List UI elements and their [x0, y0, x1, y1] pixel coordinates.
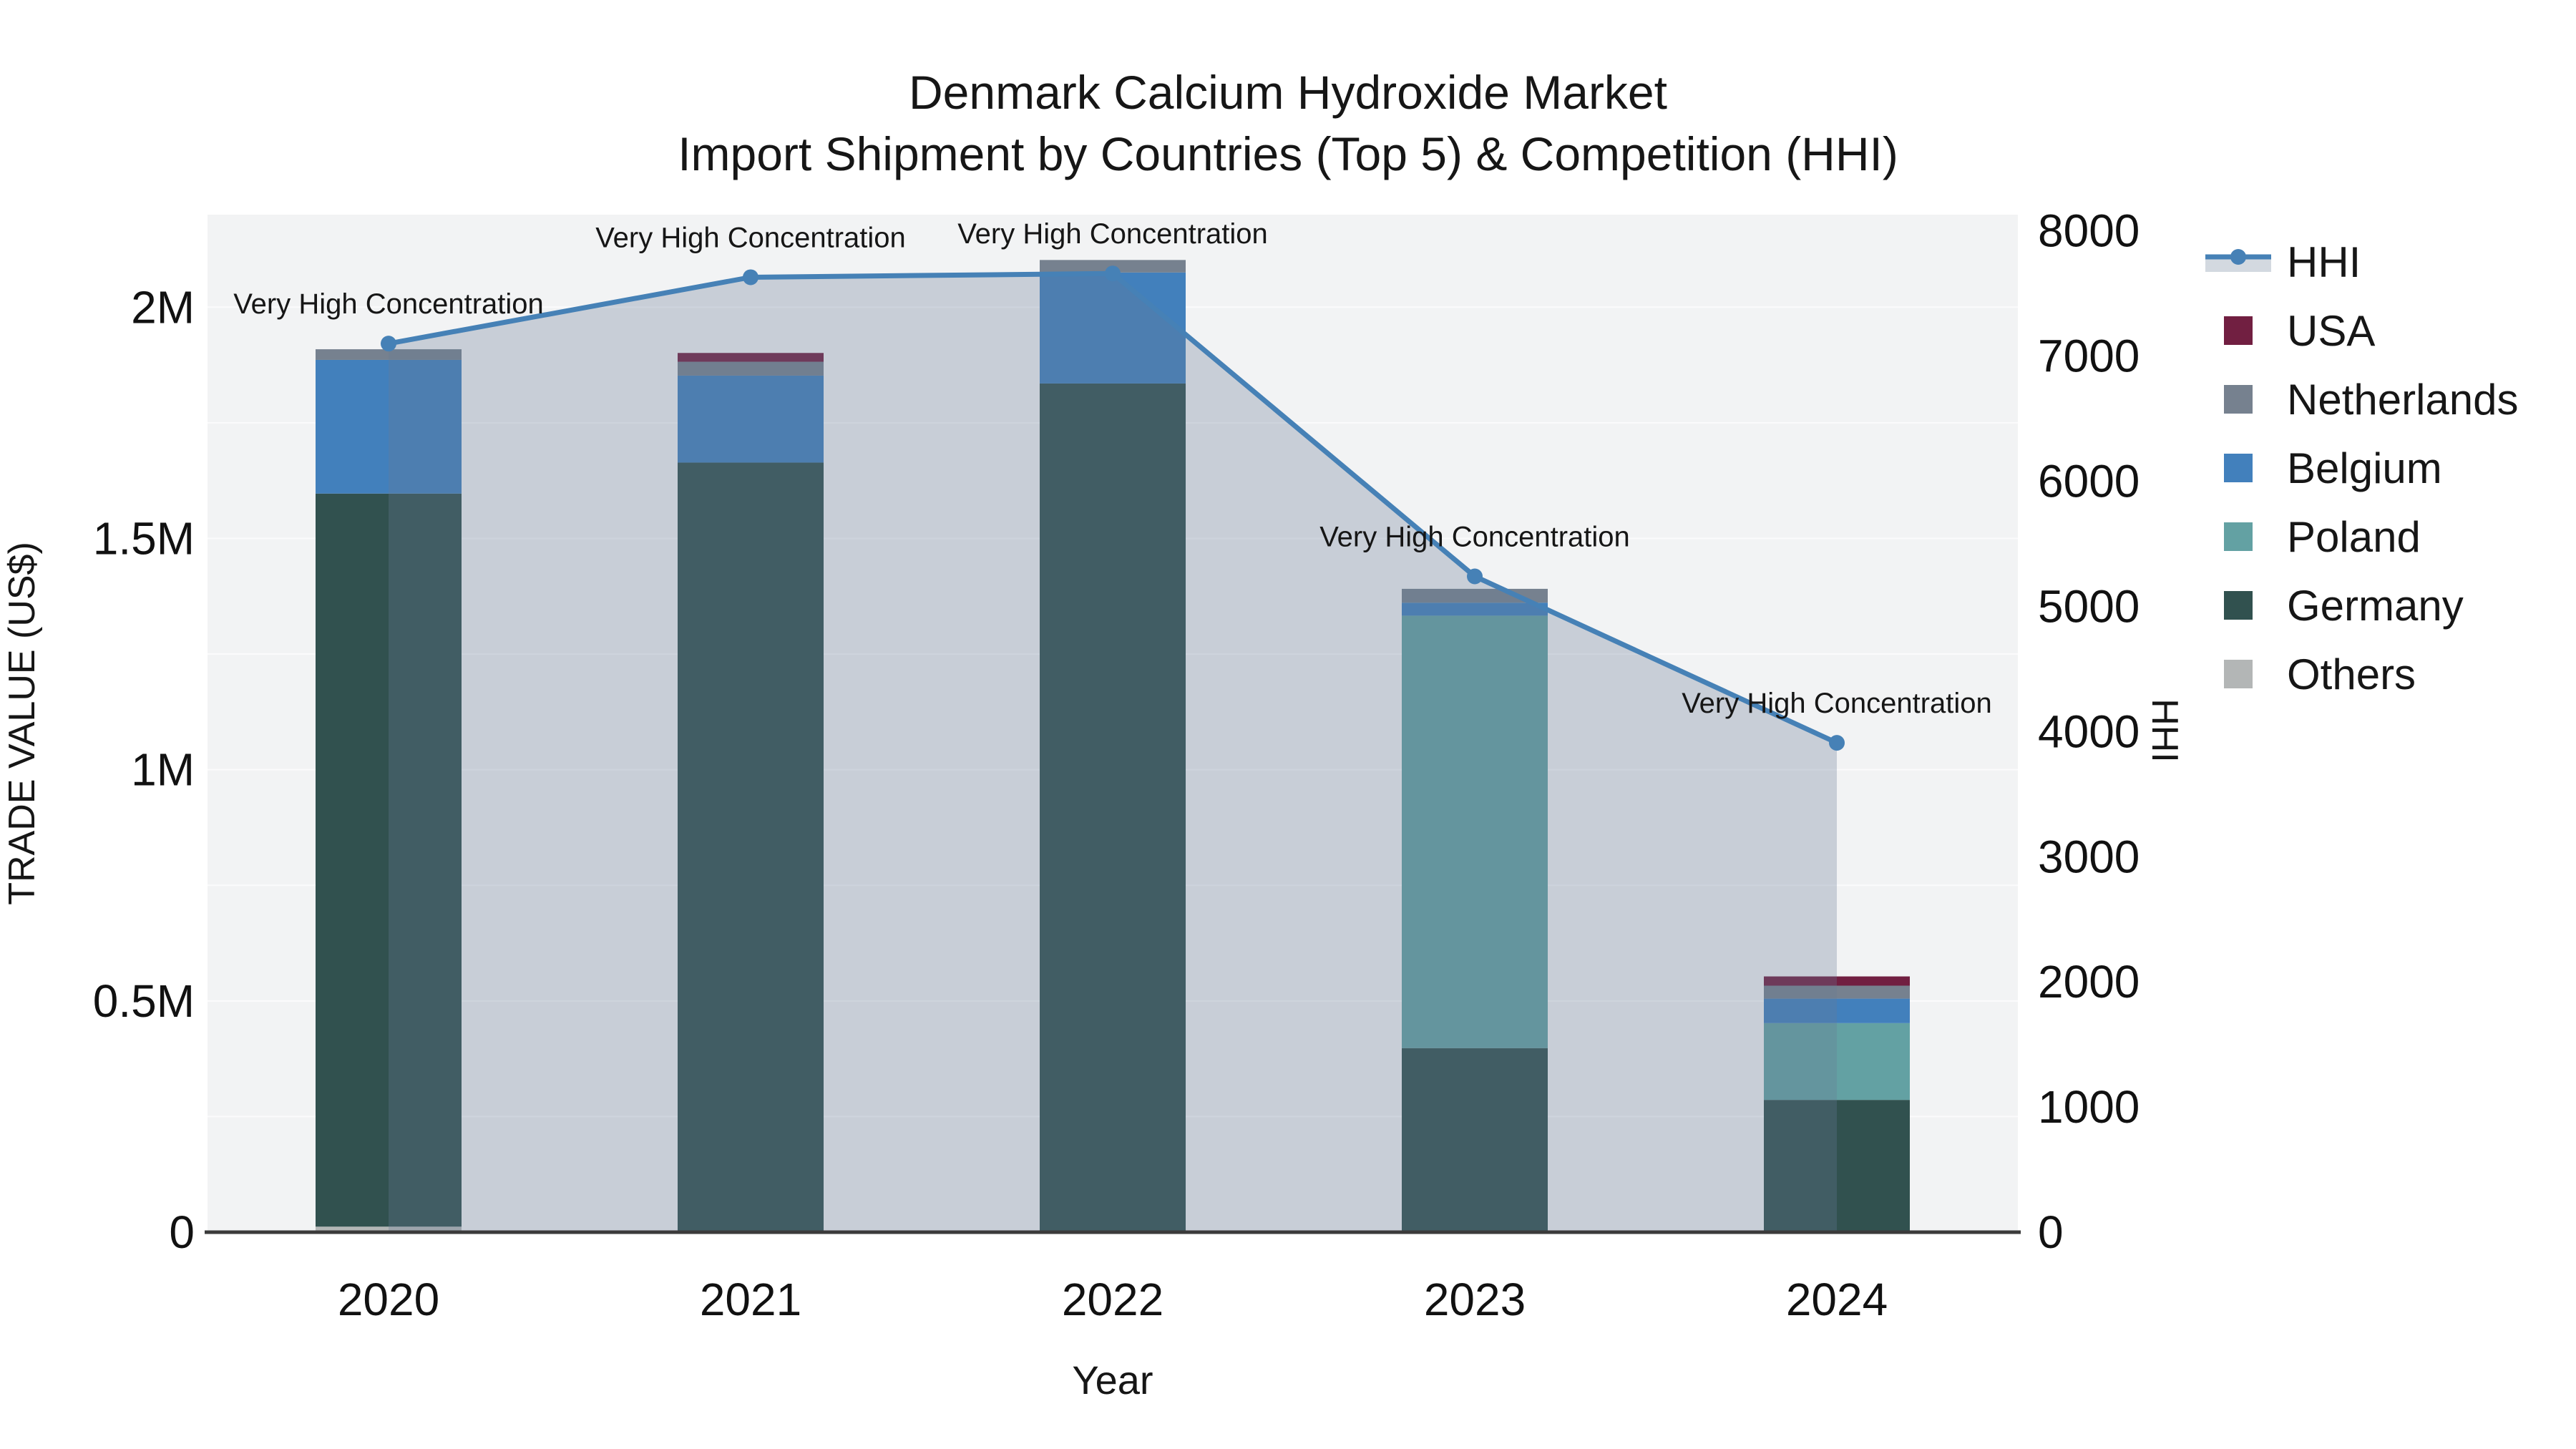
legend-item-poland[interactable]: Poland	[2205, 502, 2519, 571]
bar-segment-germany-2022[interactable]	[1040, 383, 1186, 1232]
annotation-2021: Very High Concentration	[595, 222, 906, 253]
x-tick-label-2022: 2022	[1062, 1274, 1163, 1325]
y-right-tick-8000: 8000	[2038, 205, 2140, 257]
legend-label: HHI	[2287, 238, 2361, 286]
legend-swatch	[2224, 660, 2253, 688]
bar-segment-poland-2024[interactable]	[1764, 1023, 1910, 1101]
y-left-tick-2M: 2M	[131, 281, 195, 333]
y-right-tick-1000: 1000	[2038, 1081, 2140, 1133]
usa-swatch-icon	[2205, 316, 2271, 345]
hhi-line-icon-glyph	[2205, 249, 2271, 272]
y-right-tick-6000: 6000	[2038, 456, 2140, 507]
bar-segment-belgium-2024[interactable]	[1764, 998, 1910, 1023]
annotation-2024: Very High Concentration	[1682, 688, 1992, 719]
annotation-2020: Very High Concentration	[233, 288, 544, 320]
legend-swatch	[2224, 522, 2253, 551]
hhi-point-2023[interactable]	[1467, 568, 1483, 585]
belgium-swatch-icon	[2205, 454, 2271, 482]
bar-segment-netherlands-2024[interactable]	[1764, 985, 1910, 999]
legend-item-belgium[interactable]: Belgium	[2205, 434, 2519, 502]
y-left-axis-title: TRADE VALUE (US$)	[1, 542, 43, 905]
bar-segment-germany-2020[interactable]	[316, 493, 462, 1227]
x-tick-label-2021: 2021	[700, 1274, 801, 1325]
legend-item-hhi[interactable]: HHI	[2205, 228, 2519, 296]
y-right-tick-5000: 5000	[2038, 580, 2140, 632]
legend-item-netherlands[interactable]: Netherlands	[2205, 365, 2519, 434]
y-right-tick-2000: 2000	[2038, 956, 2140, 1008]
bar-segment-belgium-2023[interactable]	[1402, 602, 1548, 616]
legend: HHI USA Netherlands Belgium Poland Germany Oth…	[2205, 228, 2519, 708]
hhi-area-fill	[389, 273, 1837, 1232]
legend-item-others[interactable]: Others	[2205, 640, 2519, 708]
y-right-tick-7000: 7000	[2038, 331, 2140, 382]
x-axis-title: Year	[1072, 1357, 1153, 1402]
bar-segment-usa-2024[interactable]	[1764, 976, 1910, 986]
legend-item-usa[interactable]: USA	[2205, 296, 2519, 365]
legend-label: Netherlands	[2287, 375, 2519, 424]
x-tick-label-2024: 2024	[1786, 1274, 1888, 1325]
legend-swatch	[2224, 316, 2253, 345]
y-left-tick-1M: 1M	[131, 744, 195, 796]
y-right-axis-title: HHI	[2144, 698, 2185, 763]
bar-segment-belgium-2022[interactable]	[1040, 272, 1186, 384]
poland-swatch-icon	[2205, 522, 2271, 551]
legend-label: Poland	[2287, 512, 2421, 561]
bar-segment-others-2020[interactable]	[316, 1226, 462, 1232]
y-left-tick-0: 0	[169, 1206, 195, 1258]
y-left-tick-1.5M: 1.5M	[93, 512, 195, 564]
netherlands-swatch-icon	[2205, 385, 2271, 414]
legend-label: USA	[2287, 306, 2376, 355]
hhi-point-2022[interactable]	[1105, 265, 1121, 282]
legend-swatch	[2224, 385, 2253, 414]
x-tick-label-2020: 2020	[338, 1274, 439, 1325]
hhi-point-2020[interactable]	[381, 336, 396, 352]
chart-subtitle: Import Shipment by Countries (Top 5) & C…	[678, 127, 1898, 180]
y-right-tick-3000: 3000	[2038, 831, 2140, 882]
bar-segment-germany-2021[interactable]	[678, 462, 824, 1232]
annotation-2023: Very High Concentration	[1319, 521, 1630, 552]
bar-segment-belgium-2021[interactable]	[678, 375, 824, 463]
bar-segment-belgium-2020[interactable]	[316, 359, 462, 494]
germany-swatch-icon	[2205, 591, 2271, 620]
y-right-tick-0: 0	[2038, 1206, 2064, 1258]
legend-swatch	[2224, 454, 2253, 482]
y-right-tick-4000: 4000	[2038, 706, 2140, 757]
hhi-point-2021[interactable]	[743, 269, 758, 286]
x-tick-label-2023: 2023	[1424, 1274, 1526, 1325]
bar-segment-poland-2023[interactable]	[1402, 615, 1548, 1048]
legend-label: Germany	[2287, 581, 2464, 630]
legend-swatch	[2224, 591, 2253, 620]
bar-segment-germany-2023[interactable]	[1402, 1048, 1548, 1232]
y-left-tick-0.5M: 0.5M	[93, 975, 195, 1027]
others-swatch-icon	[2205, 660, 2271, 688]
legend-label: Others	[2287, 650, 2416, 698]
legend-item-germany[interactable]: Germany	[2205, 571, 2519, 640]
chart-title: Denmark Calcium Hydroxide Market	[909, 66, 1667, 119]
bar-segment-germany-2024[interactable]	[1764, 1100, 1910, 1232]
bar-segment-netherlands-2020[interactable]	[316, 349, 462, 360]
hhi-point-2024[interactable]	[1829, 735, 1845, 751]
legend-label: Belgium	[2287, 444, 2442, 492]
bar-segment-usa-2021[interactable]	[678, 353, 824, 362]
hhi-line-icon	[2205, 245, 2271, 279]
bar-segment-netherlands-2021[interactable]	[678, 361, 824, 376]
annotation-2022: Very High Concentration	[957, 218, 1268, 250]
